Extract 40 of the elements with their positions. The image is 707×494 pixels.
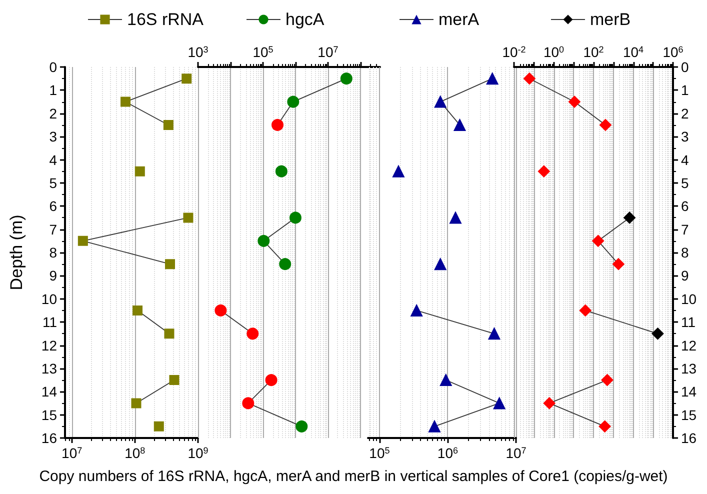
y-tick-label: 6 xyxy=(49,198,58,214)
legend-label: 16S rRNA xyxy=(127,10,204,29)
y-tick-label: 5 xyxy=(49,174,58,191)
y-tick-label: 0 xyxy=(681,59,689,75)
x-axis-title: Copy numbers of 16S rRNA, hgcA, merA and merB in vertical samples of Core1 (copies/g-wet) xyxy=(38,468,669,485)
y-tick-label: 14 xyxy=(41,384,58,400)
y-tick-label: 16 xyxy=(681,430,697,446)
y-tick-label: 13 xyxy=(681,360,697,376)
y-tick-label: 11 xyxy=(681,314,696,330)
y-tick-label: 14 xyxy=(681,384,697,400)
y-tick-label: 1 xyxy=(681,82,689,98)
legend-label: hgcA xyxy=(286,10,325,29)
y-tick-label: 10 xyxy=(41,290,58,307)
y-tick-label: 10 xyxy=(681,290,697,307)
legend-label: merB xyxy=(590,10,631,29)
y-tick-label: 8 xyxy=(681,244,689,260)
y-tick-label: 1 xyxy=(49,82,58,98)
y-tick-label: 15 xyxy=(681,406,697,423)
y-tick-label: 4 xyxy=(681,152,689,168)
y-tick-label: 9 xyxy=(49,268,58,284)
y-tick-label: 8 xyxy=(49,244,58,260)
y-tick-label: 6 xyxy=(681,198,689,214)
y-tick-label: 11 xyxy=(42,314,58,330)
y-tick-label: 3 xyxy=(49,128,58,145)
y-tick-label: 5 xyxy=(681,174,689,191)
y-axis-title: Depth (m) xyxy=(7,214,26,290)
y-tick-label: 7 xyxy=(681,221,689,238)
y-tick-label: 9 xyxy=(681,268,689,284)
y-tick-label: 4 xyxy=(49,152,58,168)
y-tick-label: 3 xyxy=(681,128,689,145)
y-tick-label: 13 xyxy=(41,360,58,376)
y-tick-label: 2 xyxy=(49,105,58,122)
y-tick-label: 2 xyxy=(681,105,689,122)
y-tick-label: 16 xyxy=(41,430,58,446)
legend-label: merA xyxy=(438,10,480,29)
y-tick-label: 15 xyxy=(41,406,58,423)
y-tick-label: 12 xyxy=(681,337,697,354)
y-tick-label: 7 xyxy=(49,221,58,238)
y-tick-label: 12 xyxy=(41,337,58,354)
y-tick-label: 0 xyxy=(49,59,58,75)
